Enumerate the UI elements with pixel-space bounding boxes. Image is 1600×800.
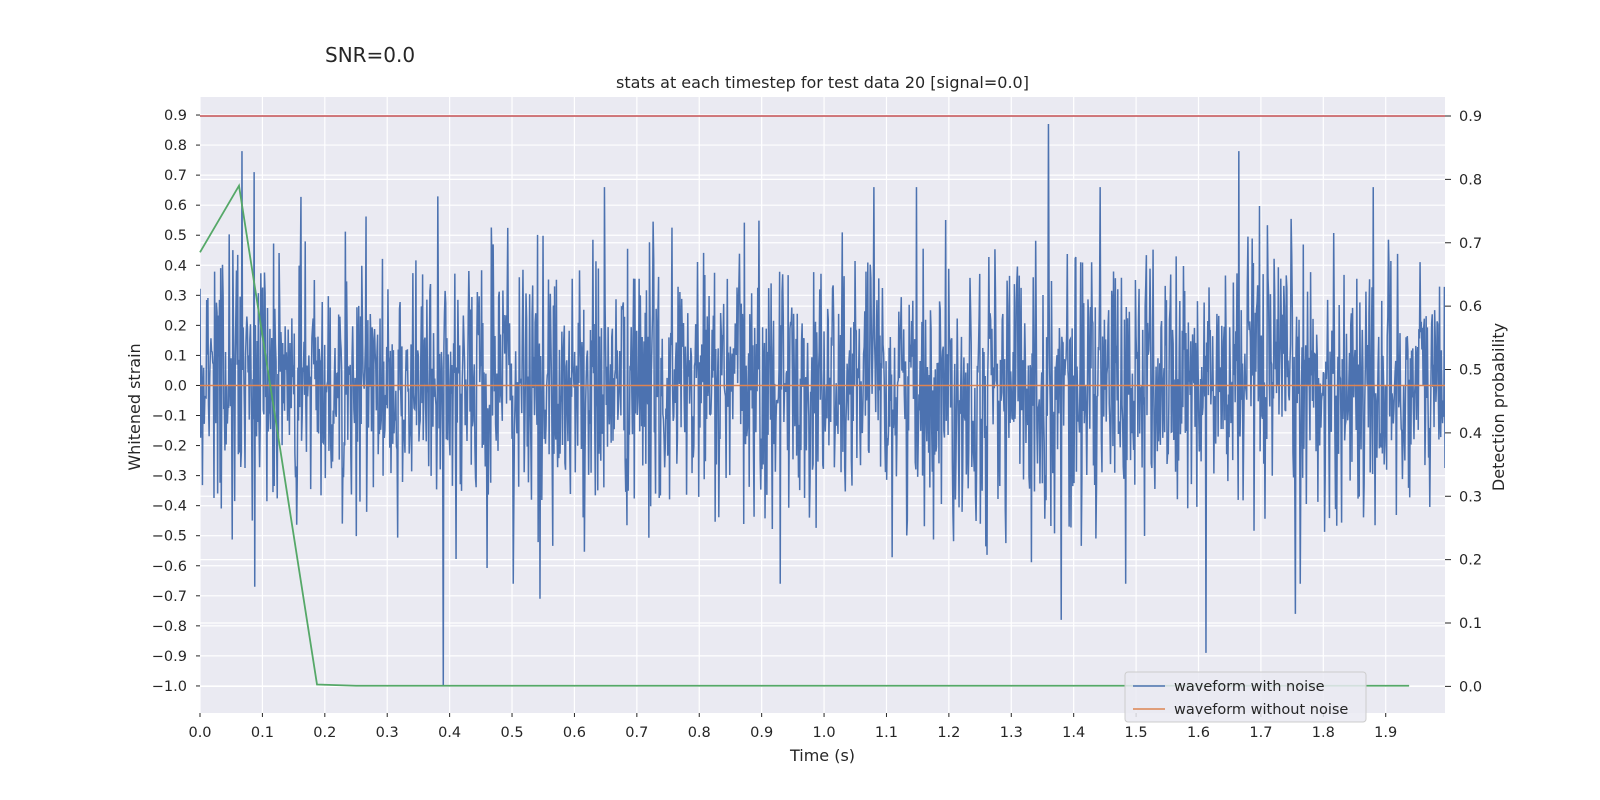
x-tick-label: 1.8: [1312, 725, 1335, 741]
y-right-tick-label: 0.5: [1459, 363, 1482, 379]
x-tick-label: 1.2: [937, 725, 960, 741]
y-left-tick-label: 0.3: [164, 288, 187, 304]
x-tick-label: 0.2: [313, 725, 336, 741]
x-tick-label: 0.3: [376, 725, 399, 741]
y-left-tick-label: −0.7: [152, 589, 187, 605]
y-left-tick-label: 0.5: [164, 228, 187, 244]
y-left-tick-label: 0.8: [164, 138, 187, 154]
y-left-tick-label: 0.6: [164, 198, 187, 214]
x-tick-label: 0.5: [500, 725, 523, 741]
y-left-tick-label: 0.9: [164, 108, 187, 124]
x-tick-label: 1.6: [1187, 725, 1210, 741]
x-tick-label: 1.7: [1249, 725, 1272, 741]
y-left-tick-label: 0.4: [164, 258, 187, 274]
x-tick-label: 1.4: [1062, 725, 1085, 741]
y-left-tick-label: −0.2: [152, 439, 187, 455]
y-left-tick-label: −0.1: [152, 409, 187, 425]
legend-box: [1124, 671, 1367, 723]
y-right-tick-label: 0.1: [1459, 616, 1482, 632]
legend-label: waveform without noise: [1174, 702, 1348, 718]
figure-suptitle: SNR=0.0: [325, 43, 415, 67]
y-right-tick-label: 0.4: [1459, 426, 1482, 442]
y-right-tick-label: 0.6: [1459, 299, 1482, 315]
y-left-tick-labels: 0.9 0.8 0.7 0.6 0.5 0.4 0.3 0.2 0.1 0.0 −0.1 −0.2 −0…: [152, 108, 200, 695]
y-left-tick-label: −0.6: [152, 559, 187, 575]
y-left-tick-label: −0.3: [152, 469, 187, 485]
x-tick-label: 1.3: [1000, 725, 1023, 741]
x-tick-label: 0.8: [688, 725, 711, 741]
x-tick-label: 0.6: [563, 725, 586, 741]
y-left-tick-label: −0.9: [152, 649, 187, 665]
legend: waveform with noise waveform without nois…: [1124, 671, 1367, 723]
y-right-tick-label: 0.9: [1459, 109, 1482, 125]
y-left-tick-label: −0.5: [152, 529, 187, 545]
y-right-tick-label: 0.0: [1459, 679, 1482, 695]
y-right-tick-labels: 0.9 0.8 0.7 0.6 0.5 0.4 0.3 0.2 0.1 0.0: [1445, 109, 1482, 695]
x-tick-label: 0.4: [438, 725, 461, 741]
y-left-tick-label: 0.0: [164, 378, 187, 394]
y-left-axis-label: Whitened strain: [125, 343, 144, 470]
y-left-tick-label: −0.4: [152, 499, 187, 515]
x-tick-labels: 0.0 0.1 0.2 0.3 0.4 0.5 0.6 0.7 0.8 0.9 1.0 1.1 1.2 1…: [188, 713, 1397, 741]
y-right-tick-label: 0.3: [1459, 489, 1482, 505]
x-tick-label: 1.9: [1374, 725, 1397, 741]
y-left-tick-label: 0.2: [164, 318, 187, 334]
x-tick-label: 0.0: [188, 725, 211, 741]
y-left-tick-label: −0.8: [152, 619, 187, 635]
y-right-tick-label: 0.7: [1459, 236, 1482, 252]
x-axis-label: Time (s): [789, 746, 855, 765]
legend-label: waveform with noise: [1174, 679, 1325, 695]
x-tick-label: 0.9: [750, 725, 773, 741]
x-tick-label: 0.1: [251, 725, 274, 741]
y-right-tick-label: 0.8: [1459, 172, 1482, 188]
y-left-tick-label: 0.7: [164, 168, 187, 184]
y-right-axis-label: Detection probability: [1489, 323, 1508, 491]
series-waveform-with-noise: [200, 124, 1445, 686]
x-tick-label: 1.1: [875, 725, 898, 741]
y-left-tick-label: −1.0: [152, 679, 187, 695]
y-right-tick-label: 0.2: [1459, 553, 1482, 569]
chart-title: stats at each timestep for test data 20 …: [616, 73, 1029, 92]
x-tick-label: 1.5: [1125, 725, 1148, 741]
x-tick-label: 0.7: [625, 725, 648, 741]
y-left-tick-label: 0.1: [164, 348, 187, 364]
x-tick-label: 1.0: [813, 725, 836, 741]
